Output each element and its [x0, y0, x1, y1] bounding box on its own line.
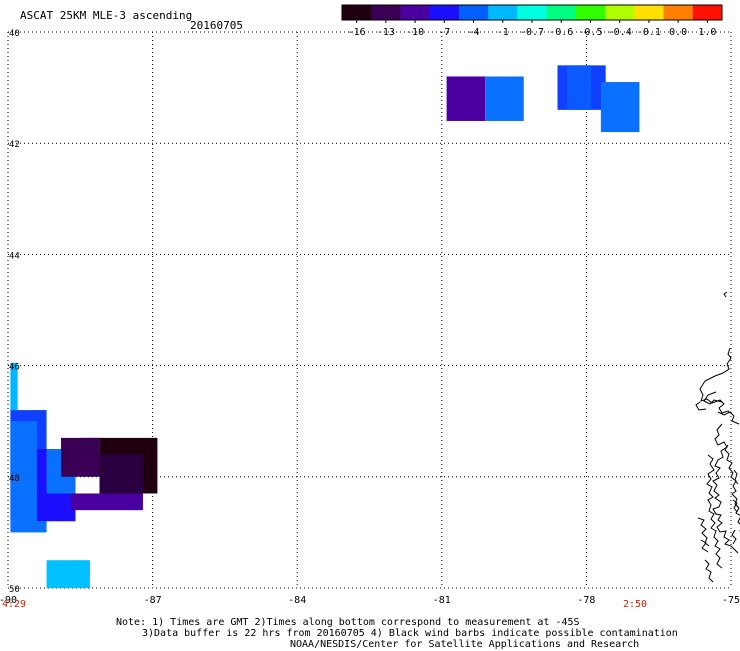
lon-label: -81	[433, 595, 451, 606]
coastline-segment	[731, 469, 739, 545]
map-date: 20160705	[190, 19, 243, 32]
wind-cell	[70, 493, 143, 511]
coastline-segment	[699, 291, 733, 415]
lon-label: -75	[722, 595, 740, 606]
lat-label: 40	[9, 29, 20, 39]
colorbar-swatch	[342, 5, 372, 20]
colorbar-label: -4	[468, 27, 480, 38]
time-start: 4:29	[2, 599, 27, 610]
colorbar-swatch	[458, 5, 489, 20]
colorbar-swatch	[692, 5, 723, 20]
note-line-2: 3)Data buffer is 22 hrs from 20160705 4)…	[142, 628, 678, 639]
wind-cells	[10, 65, 640, 588]
coastline-segment	[695, 391, 740, 425]
colorbar-swatch	[634, 5, 665, 20]
colorbar-swatch	[663, 5, 694, 20]
credit-line: NOAA/NESDIS/Center for Satellite Applica…	[290, 639, 640, 650]
lat-label: 48	[9, 474, 20, 484]
wind-cell	[10, 421, 37, 522]
wind-cell	[600, 82, 640, 133]
lon-label: -84	[288, 595, 306, 606]
lat-label: 50	[9, 585, 20, 595]
colorbar-label: -13	[377, 27, 395, 38]
wind-cell	[567, 65, 592, 110]
colorbar	[341, 4, 723, 21]
colorbar-label: 0.0	[669, 27, 687, 38]
lon-label: -78	[577, 595, 595, 606]
coastline-segment	[697, 517, 714, 583]
wind-cell	[80, 437, 100, 455]
colorbar-swatch	[429, 5, 460, 20]
time-end: 2:50	[623, 599, 648, 610]
map-title: ASCAT 25KM MLE-3 ascending	[20, 9, 193, 22]
longitude-labels: -90 -87 -84 -81 -78 -75	[0, 595, 740, 606]
coastline-segment	[724, 444, 740, 532]
wind-cell	[46, 560, 90, 588]
wind-cell	[446, 76, 486, 121]
coastline	[695, 291, 740, 583]
lon-label: -90	[0, 595, 17, 606]
coastline-segment	[712, 423, 739, 554]
colorbar-swatch	[371, 5, 401, 20]
colorbar-swatch	[488, 5, 518, 20]
lat-label: 42	[9, 140, 20, 150]
wind-cell	[485, 76, 524, 121]
colorbar-swatch	[400, 5, 431, 20]
lon-label: -87	[144, 595, 162, 606]
colorbar-swatch	[575, 5, 606, 20]
note-line-1: Note: 1) Times are GMT 2)Times along bot…	[116, 617, 580, 628]
colorbar-labels: -16 -13 -10 -7 -4 -1 -0.7 -0.6 -0.5 -0.4 -0.1 0.0 1.…	[348, 20, 716, 38]
colorbar-label: 1.0	[698, 27, 716, 38]
colorbar-swatch	[605, 5, 635, 20]
colorbar-label: -1	[497, 27, 509, 38]
wind-cell	[10, 521, 47, 533]
colorbar-swatch	[517, 5, 548, 20]
colorbar-swatch	[546, 5, 577, 20]
colorbar-label: -0.6	[549, 27, 573, 38]
lat-label: 46	[9, 363, 20, 373]
colorbar-label: -10	[406, 27, 424, 38]
colorbar-label: -0.4	[608, 27, 632, 38]
wind-cell	[99, 454, 143, 494]
latitude-labels: 40 42 44 46 48 50	[9, 29, 20, 595]
lat-label: 44	[9, 251, 20, 261]
colorbar-label: -0.5	[578, 27, 602, 38]
coastline-segment	[706, 454, 723, 569]
